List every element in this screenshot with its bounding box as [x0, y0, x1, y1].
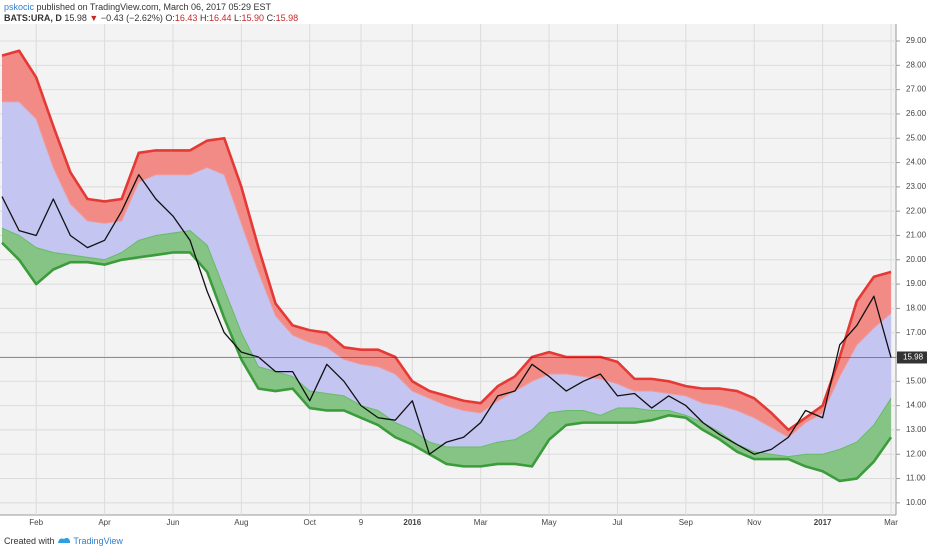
- x-tick-label: Jul: [612, 518, 622, 527]
- y-tick-label: 17.00: [906, 328, 927, 337]
- x-tick-label: 9: [359, 518, 364, 527]
- x-tick-label: 2017: [814, 518, 832, 527]
- l-label: L:: [234, 13, 242, 23]
- x-tick-label: Oct: [304, 518, 317, 527]
- y-tick-label: 14.00: [906, 401, 927, 410]
- x-tick-label: Apr: [98, 518, 111, 527]
- x-tick-label: Aug: [234, 518, 248, 527]
- x-tick-label: May: [542, 518, 557, 527]
- y-tick-label: 10.00: [906, 498, 927, 507]
- band-fill: [2, 50, 891, 438]
- x-tick-label: Feb: [29, 518, 43, 527]
- band-line: [2, 101, 892, 438]
- header-line1: pskocic published on TradingView.com, Ma…: [4, 2, 271, 12]
- price-line: [1, 174, 892, 455]
- l: 15.90: [241, 13, 265, 23]
- brand[interactable]: TradingView: [73, 536, 123, 546]
- y-tick-label: 19.00: [906, 279, 927, 288]
- footer: Created with TradingView: [4, 535, 123, 546]
- published: published on TradingView.com, March 06, …: [36, 2, 272, 12]
- band-fill: [2, 228, 891, 481]
- last-price-label: 15.98: [903, 353, 924, 362]
- y-tick-label: 29.00: [906, 36, 927, 45]
- c-label: C:: [266, 13, 276, 23]
- symbol: BATS:URA, D: [4, 13, 62, 23]
- header-line2: BATS:URA, D 15.98 ▼ −0.43 (−2.62%) O:16.…: [4, 13, 298, 23]
- created: Created with: [4, 536, 55, 546]
- x-tick-label: 2016: [403, 518, 421, 527]
- y-tick-label: 11.00: [906, 474, 926, 483]
- logo: [58, 537, 71, 543]
- y-tick-label: 27.00: [906, 85, 927, 94]
- x-tick-label: Sep: [679, 518, 694, 527]
- last: 15.98: [64, 13, 87, 23]
- h: 16.44: [208, 13, 232, 23]
- y-tick-label: 28.00: [906, 60, 927, 69]
- y-tick-label: 20.00: [906, 255, 927, 264]
- y-tick-label: 24.00: [906, 158, 927, 167]
- band-fill: [2, 101, 891, 457]
- author[interactable]: pskocic: [4, 2, 35, 12]
- last-price-box: [897, 351, 927, 364]
- band-line: [1, 241, 893, 483]
- y-tick-label: 15.00: [906, 376, 927, 385]
- y-tick-label: 25.00: [906, 133, 927, 142]
- c: 15.98: [275, 13, 299, 23]
- y-tick-label: 18.00: [906, 304, 927, 313]
- y-tick-label: 13.00: [906, 425, 927, 434]
- band-line: [1, 227, 892, 458]
- y-tick-label: 26.00: [906, 109, 927, 118]
- chart: 10.0011.0012.0013.0014.0015.0016.0017.00…: [0, 24, 927, 527]
- o: 16.43: [174, 13, 198, 23]
- y-tick-label: 22.00: [906, 206, 927, 215]
- y-tick-label: 21.00: [906, 231, 927, 240]
- x-tick-label: Mar: [474, 518, 488, 527]
- x-tick-label: Jun: [167, 518, 180, 527]
- change: −0.43 (−2.62%): [100, 13, 163, 23]
- arrow: ▼: [89, 13, 99, 23]
- y-tick-label: 23.00: [906, 182, 927, 191]
- band-line: [1, 49, 892, 432]
- h-label: H:: [199, 13, 209, 23]
- x-tick-label: Mar: [884, 518, 898, 527]
- y-tick-label: 12.00: [906, 449, 927, 458]
- o-label: O:: [165, 13, 175, 23]
- x-tick-label: Nov: [747, 518, 761, 527]
